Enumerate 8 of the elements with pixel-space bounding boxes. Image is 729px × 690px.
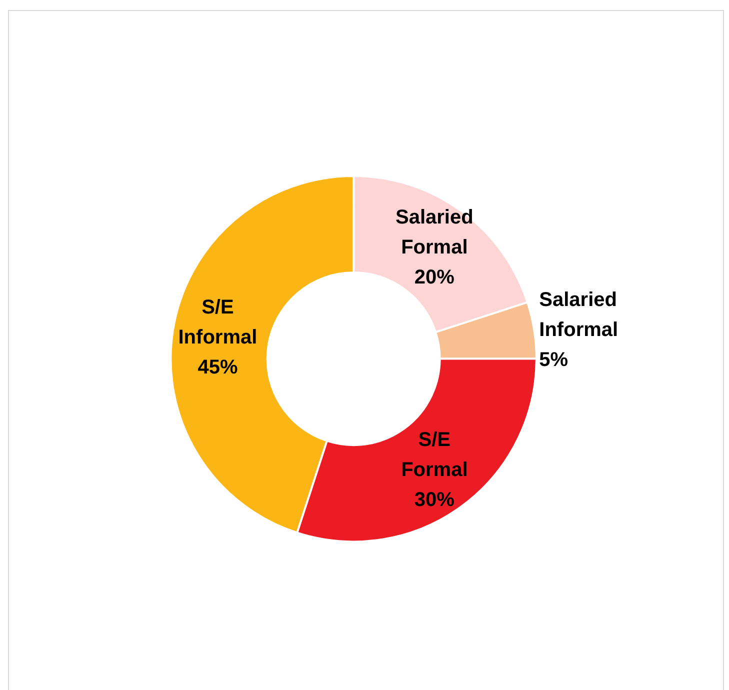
data-label: 45% [198,356,238,378]
slice-label: Salaried Informal [539,289,618,342]
slice-label: S/E Formal [401,429,468,482]
slice-label: Salaried Formal [396,206,474,259]
slice-label: S/E Informal [178,296,258,348]
data-label: 20% [414,266,455,289]
data-label: 5% [539,349,568,372]
data-label: 30% [414,489,455,512]
